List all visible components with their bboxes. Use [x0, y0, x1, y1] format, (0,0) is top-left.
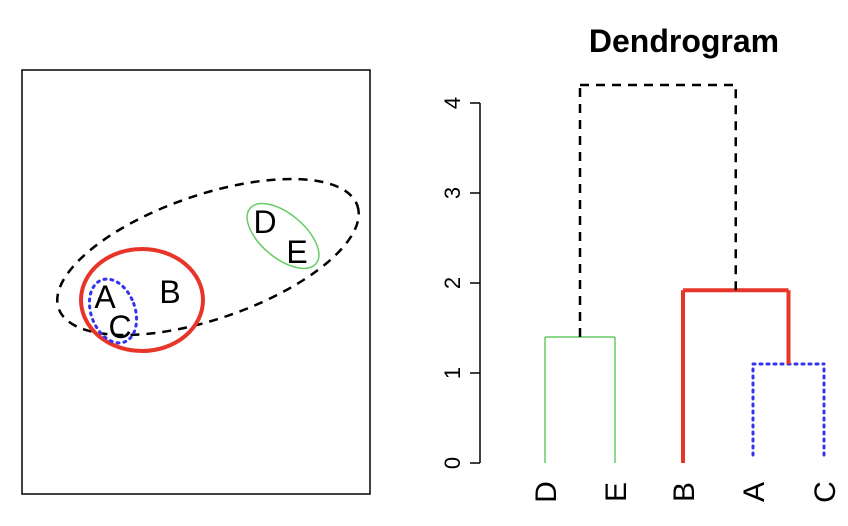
point-label-e: E	[286, 234, 307, 270]
y-tick-label: 2	[440, 277, 465, 289]
leaf-label-c: C	[809, 481, 842, 503]
cluster-outline-ac	[87, 277, 139, 345]
cluster-plot: A BC DE	[21, 69, 371, 495]
y-tick-label: 4	[440, 97, 465, 109]
branch-de	[544, 336, 616, 463]
branch-ac	[751, 362, 826, 457]
point-label-d: D	[253, 204, 276, 240]
y-axis: 0 1 2 3 4	[440, 97, 481, 469]
leaf-label-e: E	[600, 482, 633, 502]
y-tick-label: 3	[440, 187, 465, 199]
cluster-outline-abc	[79, 247, 205, 353]
plot-frame	[21, 69, 371, 495]
dendrogram: Dendrogram 0 1 2 3 4 D E B A C	[440, 23, 842, 503]
branch-bac	[681, 288, 791, 463]
cluster-outline-all	[56, 177, 360, 337]
leaf-label-b: B	[668, 482, 701, 502]
dendrogram-title: Dendrogram	[589, 23, 779, 59]
leaf-label-a: A	[738, 482, 771, 502]
branch-debac	[578, 83, 737, 337]
y-tick-label: 0	[440, 457, 465, 469]
point-label-c: C	[108, 309, 131, 345]
leaf-label-d: D	[530, 481, 563, 503]
y-tick-label: 1	[440, 367, 465, 379]
point-label-b: B	[159, 274, 180, 310]
cluster-outline-de	[246, 202, 320, 270]
point-label-a: A	[94, 279, 116, 315]
